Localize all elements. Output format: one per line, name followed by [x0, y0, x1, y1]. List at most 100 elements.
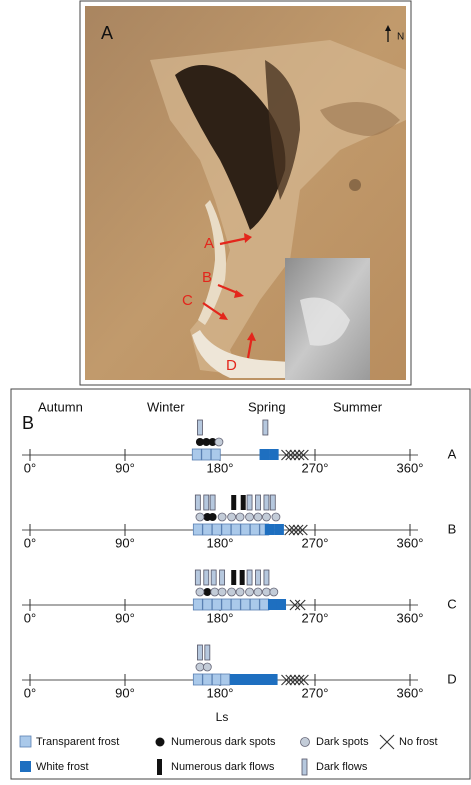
figure: A N A B C D B Autumn Winter Spring Summe… [0, 0, 471, 780]
legend-label: Numerous dark flows [171, 761, 275, 773]
dark-flow [263, 420, 268, 435]
white-frost [269, 449, 279, 460]
transparent-frost [241, 524, 250, 535]
dark-flow [264, 495, 269, 510]
dark-flow [197, 420, 202, 435]
dark-spot [228, 588, 236, 596]
white-frost [249, 674, 259, 685]
x-tick-label: 180° [207, 685, 234, 700]
dark-spot [203, 663, 211, 671]
x-tick-label: 360° [397, 460, 424, 475]
legend-icon [302, 759, 307, 775]
transparent-frost [193, 674, 202, 685]
season-label: Winter [147, 399, 185, 414]
dark-spot [270, 588, 278, 596]
white-frost [265, 524, 275, 535]
dark-spot [218, 588, 226, 596]
white-frost [274, 524, 284, 535]
panel-b-label: B [22, 413, 34, 433]
north-label: N [397, 32, 404, 43]
transparent-frost [203, 674, 212, 685]
x-tick-label: 270° [302, 535, 329, 550]
dark-flow [264, 570, 269, 585]
x-tick-label: 90° [115, 685, 135, 700]
dark-flow [247, 495, 252, 510]
transparent-frost [212, 674, 221, 685]
legend-label: No frost [399, 736, 438, 748]
dark-spot [215, 438, 223, 446]
numerous-dark-spot [203, 588, 211, 596]
dark-spot [262, 588, 270, 596]
transparent-frost [193, 599, 202, 610]
dark-spot [246, 513, 254, 521]
transparent-frost [222, 524, 231, 535]
x-tick-label: 270° [302, 460, 329, 475]
dark-flow [195, 495, 200, 510]
transparent-frost [222, 599, 231, 610]
dark-flow [195, 570, 200, 585]
dark-flow [205, 645, 210, 660]
dark-spot [196, 588, 204, 596]
legend-icon [157, 759, 162, 775]
transparent-frost [212, 524, 221, 535]
numerous-dark-flow [240, 570, 245, 585]
dark-flow [220, 570, 225, 585]
x-tick-label: 0° [24, 535, 36, 550]
dark-flow [204, 495, 209, 510]
page: {"panel_a":{"label":"A","north":"N","arr… [0, 0, 471, 780]
dark-spot [236, 588, 244, 596]
season-label: Spring [248, 399, 286, 414]
dark-flow [210, 495, 215, 510]
numerous-dark-flow [241, 495, 246, 510]
arrow-label: C [182, 292, 193, 309]
white-frost [239, 674, 249, 685]
row-label: B [448, 521, 457, 536]
x-tick-label: 360° [397, 610, 424, 625]
dark-spot [254, 513, 262, 521]
dark-flow [256, 495, 261, 510]
dark-flow [247, 570, 252, 585]
season-label: Autumn [38, 399, 83, 414]
white-frost [268, 599, 278, 610]
row-label: A [448, 446, 457, 461]
transparent-frost [231, 599, 240, 610]
x-axis-label: Ls [216, 710, 229, 724]
transparent-frost [250, 524, 259, 535]
legend-label: Dark flows [316, 761, 368, 773]
arrow-label: D [226, 357, 237, 374]
legend-icon [20, 761, 31, 772]
dark-spot [262, 513, 270, 521]
x-tick-label: 180° [207, 460, 234, 475]
dark-flow [197, 645, 202, 660]
dark-flow [204, 570, 209, 585]
x-tick-label: 180° [207, 610, 234, 625]
legend-label: Numerous dark spots [171, 736, 276, 748]
legend-icon [301, 738, 310, 747]
arrow-label: B [202, 269, 212, 286]
transparent-frost [250, 599, 259, 610]
white-frost [268, 674, 278, 685]
legend-icon [20, 736, 31, 747]
legend-label: White frost [36, 761, 89, 773]
row-label: C [447, 596, 456, 611]
white-frost [230, 674, 240, 685]
transparent-frost [203, 599, 212, 610]
x-tick-label: 0° [24, 460, 36, 475]
mars-image [85, 6, 406, 380]
dark-spot [196, 663, 204, 671]
dark-spot [254, 588, 262, 596]
white-frost [258, 674, 268, 685]
numerous-dark-flow [231, 495, 236, 510]
dark-spot [236, 513, 244, 521]
transparent-frost [202, 449, 211, 460]
x-tick-label: 180° [207, 535, 234, 550]
transparent-frost [221, 674, 230, 685]
arrow-label: A [204, 235, 214, 252]
x-tick-label: 90° [115, 535, 135, 550]
transparent-frost [192, 449, 201, 460]
dark-spot [246, 588, 254, 596]
dark-spot [211, 588, 219, 596]
transparent-frost [212, 599, 221, 610]
season-label: Summer [333, 399, 383, 414]
dark-spot [218, 513, 226, 521]
